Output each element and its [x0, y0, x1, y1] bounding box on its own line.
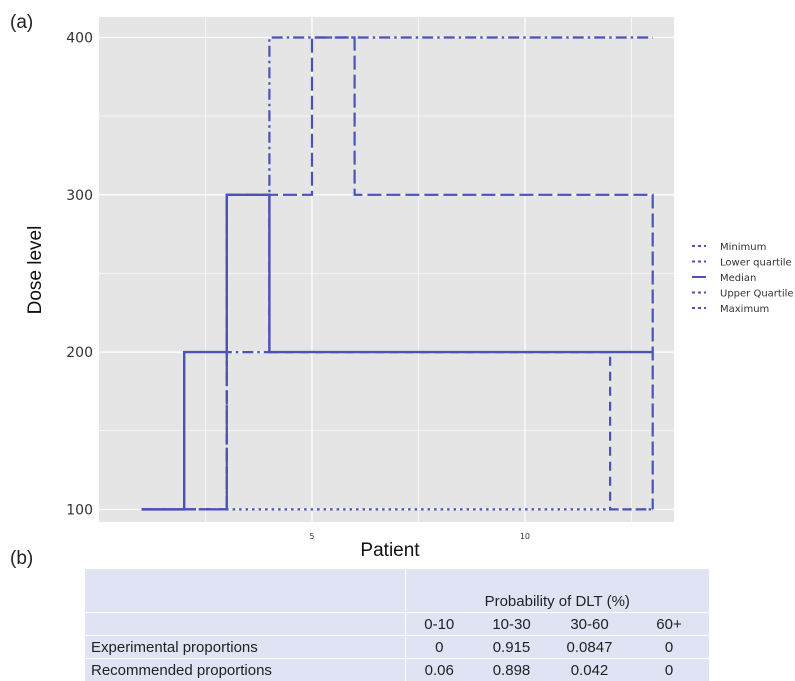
table-col-1: 10-30: [473, 612, 550, 636]
x-tick-label: 5: [309, 532, 314, 541]
series-line-maximum: [141, 36, 653, 511]
table-row: Experimental proportions 0 0.915 0.0847 …: [85, 635, 709, 659]
table-col-0: 0-10: [404, 612, 473, 636]
series-line-upper-quartile: [141, 36, 654, 511]
y-tick-label: 100: [66, 502, 93, 518]
y-tick-label: 200: [66, 345, 93, 361]
table-cell: 0.898: [473, 658, 550, 681]
y-tick-label: 300: [66, 188, 93, 204]
dlt-table-grid: Probability of DLT (%) 0-10 10-30 30-60 …: [85, 569, 709, 681]
table-cell: 0.915: [473, 635, 550, 659]
table-header-title: Probability of DLT (%): [404, 590, 709, 613]
table-row: Recommended proportions 0.06 0.898 0.042…: [85, 658, 709, 681]
table-row-label: Recommended proportions: [85, 658, 405, 681]
dose-level-chart: 100 200 300 400 5 10 Patient Dose level Minim…: [25, 17, 794, 561]
legend-label: Lower quartile: [720, 258, 792, 269]
dlt-table: Probability of DLT (%) 0-10 10-30 30-60 …: [85, 569, 709, 681]
table-col-2: 30-60: [550, 612, 629, 636]
table-cell: 0.0847: [550, 635, 629, 659]
table-cell: 0: [404, 635, 473, 659]
panel-label-b: (b): [10, 548, 34, 569]
x-tick-label: 10: [520, 532, 530, 541]
legend: Minimum Lower quartile Median Upper Quartil…: [692, 242, 794, 315]
plot-background: [99, 17, 674, 522]
panel-label-a: (a): [10, 12, 34, 33]
y-axis-title: Dose level: [25, 226, 46, 315]
table-cell: 0.042: [550, 658, 629, 681]
table-header-title-row: Probability of DLT (%): [85, 590, 709, 613]
table-row-label: Experimental proportions: [85, 635, 405, 659]
table-spacer-row: [85, 569, 709, 590]
y-tick-label: 400: [66, 30, 93, 46]
x-axis-title: Patient: [360, 540, 420, 561]
legend-label: Minimum: [720, 242, 766, 253]
table-columns-row: 0-10 10-30 30-60 60+: [85, 612, 709, 636]
table-col-3: 60+: [629, 612, 709, 636]
table-cell: 0: [629, 635, 709, 659]
table-cell: 0.06: [404, 658, 473, 681]
legend-label: Median: [720, 273, 756, 284]
tick-labels: 100 200 300 400 5 10: [66, 30, 530, 541]
series-layer: [141, 36, 654, 511]
table-cell: 0: [629, 658, 709, 681]
legend-label: Maximum: [720, 304, 769, 315]
legend-label: Upper Quartile: [720, 289, 794, 300]
